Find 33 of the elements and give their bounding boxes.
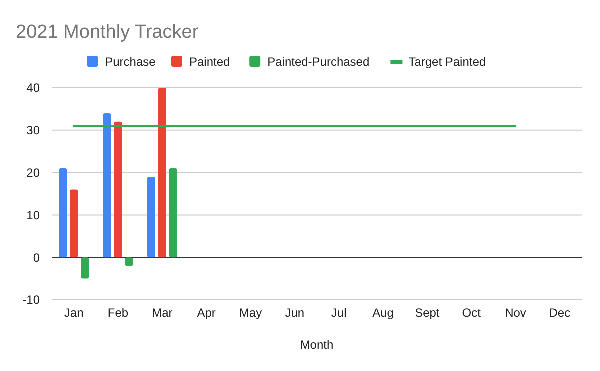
x-tick-label: Feb: [108, 306, 129, 320]
x-tick-label: May: [239, 306, 262, 320]
legend-label: Painted-Purchased: [268, 55, 370, 70]
y-tick-label: -10: [22, 293, 40, 308]
y-tick-label: 20: [26, 166, 40, 180]
bar: [125, 258, 134, 266]
bar: [70, 190, 78, 258]
chart-title: 2021 Monthly Tracker: [16, 22, 200, 43]
x-tick-label: Nov: [505, 306, 526, 320]
y-tick-label: 40: [26, 81, 40, 96]
bar: [103, 113, 112, 258]
y-tick-label: 10: [26, 208, 40, 222]
x-tick-label: Aug: [372, 306, 394, 320]
bar: [114, 122, 122, 258]
x-tick-label: Sept: [415, 306, 440, 320]
x-tick-label: Jul: [331, 306, 347, 320]
legend-label: Painted: [190, 55, 230, 70]
y-tick-label: 30: [26, 124, 40, 138]
bar: [147, 177, 156, 258]
x-axis-title: Month: [300, 338, 334, 352]
legend-label: Target Painted: [408, 55, 486, 70]
x-tick-label: Dec: [549, 306, 571, 320]
x-tick-label: Mar: [152, 306, 173, 320]
legend-label: Purchase: [105, 55, 156, 70]
x-tick-label: Jan: [64, 306, 84, 320]
bar: [158, 88, 166, 258]
x-tick-label: Oct: [462, 306, 482, 320]
bar: [81, 258, 90, 279]
y-tick-label: 0: [33, 250, 40, 265]
x-tick-label: Jun: [285, 306, 305, 320]
bar: [169, 168, 178, 258]
x-tick-label: Apr: [197, 306, 216, 320]
bar: [59, 168, 68, 258]
